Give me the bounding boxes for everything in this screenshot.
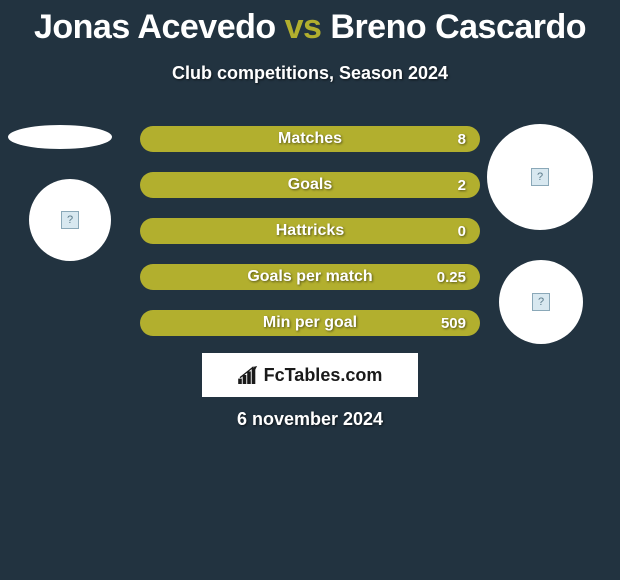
placeholder-icon: ? <box>61 211 79 229</box>
placeholder-icon: ? <box>532 293 550 311</box>
logo-box: FcTables.com <box>202 353 418 397</box>
decor-ellipse <box>8 125 112 149</box>
comparison-title: Jonas Acevedo vs Breno Cascardo <box>0 0 620 47</box>
vs-text: vs <box>285 8 322 46</box>
stat-row: Goals 2 <box>140 172 480 198</box>
date-text: 6 november 2024 <box>0 409 620 430</box>
avatar-right-top: ? <box>487 124 593 230</box>
logo-text: FcTables.com <box>264 365 383 386</box>
subtitle: Club competitions, Season 2024 <box>0 63 620 84</box>
stat-value: 0.25 <box>437 269 466 286</box>
stat-value: 8 <box>458 131 466 148</box>
stat-label: Goals <box>140 176 480 194</box>
player1-name: Jonas Acevedo <box>34 8 276 46</box>
logo: FcTables.com <box>238 365 383 386</box>
avatar-left: ? <box>29 179 111 261</box>
stat-row: Hattricks 0 <box>140 218 480 244</box>
stat-label: Hattricks <box>140 222 480 240</box>
stat-label: Goals per match <box>140 268 480 286</box>
stat-value: 2 <box>458 177 466 194</box>
stat-label: Matches <box>140 130 480 148</box>
stats-container: Matches 8 Goals 2 Hattricks 0 Goals per … <box>140 126 480 356</box>
stat-value: 0 <box>458 223 466 240</box>
avatar-right-bottom: ? <box>499 260 583 344</box>
stat-label: Min per goal <box>140 314 480 332</box>
player2-name: Breno Cascardo <box>330 8 586 46</box>
stat-row: Goals per match 0.25 <box>140 264 480 290</box>
stat-row: Matches 8 <box>140 126 480 152</box>
placeholder-icon: ? <box>531 168 549 186</box>
stat-value: 509 <box>441 315 466 332</box>
bars-icon <box>238 366 260 384</box>
stat-row: Min per goal 509 <box>140 310 480 336</box>
